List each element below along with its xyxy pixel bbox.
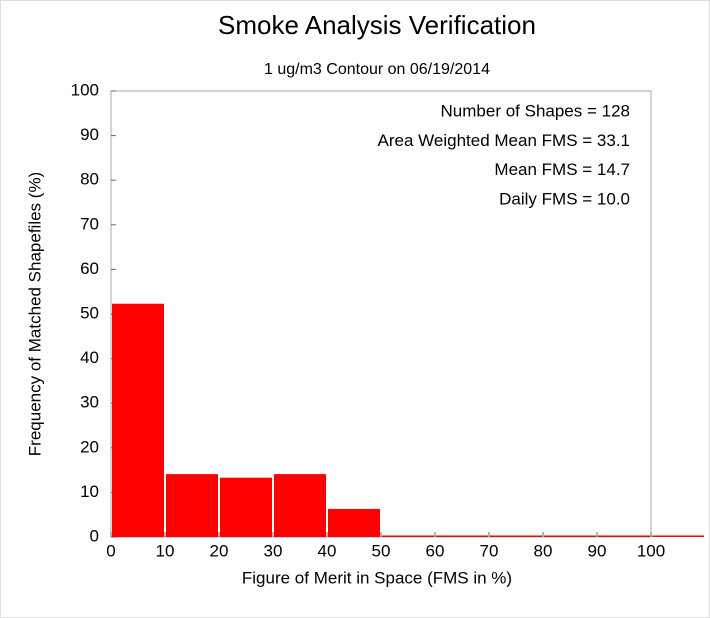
y-tick-label: 70 <box>80 214 99 233</box>
y-tick-label: 60 <box>80 259 99 278</box>
x-tick-label: 30 <box>264 541 283 560</box>
y-tick-label: 0 <box>90 526 99 545</box>
bar <box>274 474 326 537</box>
y-tick-label: 90 <box>80 125 99 144</box>
y-tick-label: 40 <box>80 348 99 367</box>
y-tick-label: 50 <box>80 303 99 322</box>
bar <box>328 508 380 537</box>
bar <box>436 535 488 537</box>
chart-subtitle: 1 ug/m3 Contour on 06/19/2014 <box>264 61 490 78</box>
y-tick-label: 100 <box>71 80 99 99</box>
annotation: Daily FMS = 10.0 <box>499 189 630 208</box>
x-tick-label: 90 <box>588 541 607 560</box>
bar <box>220 477 272 537</box>
x-tick-label: 10 <box>156 541 175 560</box>
x-tick-label: 100 <box>637 541 665 560</box>
bar <box>598 535 650 537</box>
annotation: Mean FMS = 14.7 <box>494 160 630 179</box>
bar <box>490 535 542 537</box>
chart-title: Smoke Analysis Verification <box>218 10 536 40</box>
y-tick-label: 20 <box>80 437 99 456</box>
x-tick-label: 40 <box>318 541 337 560</box>
x-tick-label: 70 <box>480 541 499 560</box>
y-tick-label: 30 <box>80 393 99 412</box>
x-tick-label: 50 <box>372 541 391 560</box>
bar <box>166 474 218 537</box>
y-axis-label: Frequency of Matched Shapefiles (%) <box>25 172 44 456</box>
x-tick-label: 80 <box>534 541 553 560</box>
bar <box>652 535 704 537</box>
x-tick-label: 20 <box>210 541 229 560</box>
x-axis-label: Figure of Merit in Space (FMS in %) <box>242 568 512 587</box>
bar <box>112 303 164 537</box>
x-tick-label: 0 <box>106 541 115 560</box>
x-tick-label: 60 <box>426 541 445 560</box>
y-tick-label: 10 <box>80 482 99 501</box>
y-tick-label: 80 <box>80 170 99 189</box>
annotation: Number of Shapes = 128 <box>441 101 630 120</box>
bar <box>544 535 596 537</box>
bar <box>382 535 434 537</box>
annotation: Area Weighted Mean FMS = 33.1 <box>378 131 630 150</box>
